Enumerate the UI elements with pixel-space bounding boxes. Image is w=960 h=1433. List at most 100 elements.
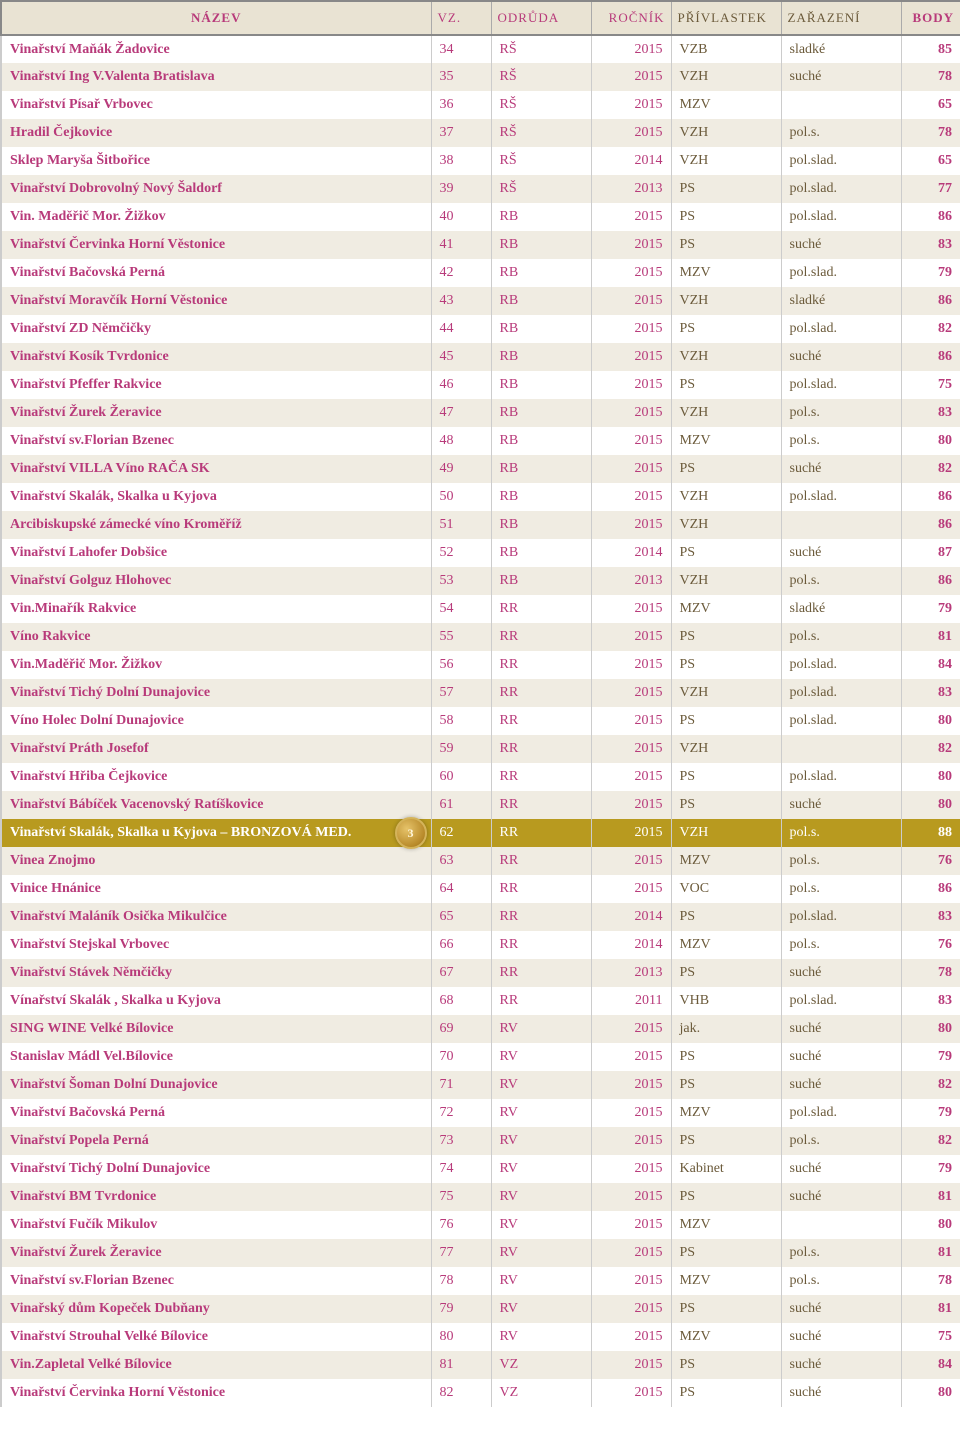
cell-odruda: RB	[491, 483, 591, 511]
cell-vz: 66	[431, 931, 491, 959]
cell-vz: 71	[431, 1071, 491, 1099]
cell-privlastek: PS	[671, 707, 781, 735]
cell-odruda: RB	[491, 259, 591, 287]
cell-rocnik: 2015	[591, 427, 671, 455]
cell-rocnik: 2015	[591, 315, 671, 343]
table-row: Vinařství Tichý Dolní Dunajovice74RV2015…	[1, 1155, 960, 1183]
cell-body: 76	[901, 847, 960, 875]
cell-zarazeni	[781, 1211, 901, 1239]
cell-name: Vinea Znojmo	[1, 847, 431, 875]
cell-privlastek: VZH	[671, 679, 781, 707]
table-row: Vinařství Golguz Hlohovec53RB2013VZHpol.…	[1, 567, 960, 595]
cell-odruda: RV	[491, 1071, 591, 1099]
cell-zarazeni: pol.s.	[781, 623, 901, 651]
cell-rocnik: 2015	[591, 791, 671, 819]
cell-privlastek: VZB	[671, 35, 781, 63]
cell-name: Vin. Maděřič Mor. Žižkov	[1, 203, 431, 231]
cell-privlastek: VHB	[671, 987, 781, 1015]
cell-rocnik: 2015	[591, 1183, 671, 1211]
cell-vz: 70	[431, 1043, 491, 1071]
cell-name: Vin.Zapletal Velké Bílovice	[1, 1351, 431, 1379]
cell-rocnik: 2015	[591, 1295, 671, 1323]
cell-rocnik: 2015	[591, 1043, 671, 1071]
cell-name: Vinařství Žurek Žeravice	[1, 399, 431, 427]
cell-vz: 79	[431, 1295, 491, 1323]
table-row: Vinařství Bačovská Perná42RB2015MZVpol.s…	[1, 259, 960, 287]
cell-name: Vinařství Strouhal Velké Bílovice	[1, 1323, 431, 1351]
cell-zarazeni: suché	[781, 455, 901, 483]
cell-odruda: RB	[491, 539, 591, 567]
cell-zarazeni: pol.slad.	[781, 315, 901, 343]
cell-zarazeni: pol.slad.	[781, 1099, 901, 1127]
cell-rocnik: 2015	[591, 259, 671, 287]
cell-odruda: RŠ	[491, 35, 591, 63]
table-row: Vinařství sv.Florian Bzenec48RB2015MZVpo…	[1, 427, 960, 455]
cell-body: 83	[901, 399, 960, 427]
cell-vz: 46	[431, 371, 491, 399]
cell-body: 75	[901, 1323, 960, 1351]
cell-name: Vinařství Dobrovolný Nový Šaldorf	[1, 175, 431, 203]
cell-odruda: RB	[491, 287, 591, 315]
cell-rocnik: 2014	[591, 931, 671, 959]
cell-name: Vinařství ZD Němčičky	[1, 315, 431, 343]
cell-vz: 34	[431, 35, 491, 63]
cell-zarazeni: pol.s.	[781, 931, 901, 959]
table-row: Vinařství Stávek Němčičky67RR2013PSsuché…	[1, 959, 960, 987]
cell-privlastek: PS	[671, 1295, 781, 1323]
cell-odruda: RB	[491, 231, 591, 259]
table-row: Vinařství Ing V.Valenta Bratislava35RŠ20…	[1, 63, 960, 91]
table-row: Vinařství Pfeffer Rakvice46RB2015PSpol.s…	[1, 371, 960, 399]
table-row: SING WINE Velké Bílovice69RV2015jak.such…	[1, 1015, 960, 1043]
cell-name: Vinařství BM Tvrdonice	[1, 1183, 431, 1211]
cell-odruda: RB	[491, 427, 591, 455]
cell-vz: 44	[431, 315, 491, 343]
cell-rocnik: 2015	[591, 623, 671, 651]
cell-zarazeni	[781, 91, 901, 119]
cell-rocnik: 2014	[591, 539, 671, 567]
table-row: Víno Holec Dolní Dunajovice58RR2015PSpol…	[1, 707, 960, 735]
cell-zarazeni: pol.s.	[781, 875, 901, 903]
cell-zarazeni: suché	[781, 231, 901, 259]
cell-name: Vinařství Tichý Dolní Dunajovice	[1, 679, 431, 707]
table-row: Arcibiskupské zámecké víno Kroměříž51RB2…	[1, 511, 960, 539]
cell-name: Vinařství Práth Josefof	[1, 735, 431, 763]
cell-odruda: RV	[491, 1239, 591, 1267]
cell-body: 83	[901, 903, 960, 931]
cell-odruda: RR	[491, 791, 591, 819]
cell-name: Vinařství Tichý Dolní Dunajovice	[1, 1155, 431, 1183]
cell-rocnik: 2015	[591, 819, 671, 847]
cell-zarazeni: pol.slad.	[781, 763, 901, 791]
cell-body: 79	[901, 1099, 960, 1127]
cell-privlastek: MZV	[671, 91, 781, 119]
cell-body: 78	[901, 1267, 960, 1295]
cell-privlastek: PS	[671, 651, 781, 679]
cell-vz: 47	[431, 399, 491, 427]
cell-zarazeni: pol.slad.	[781, 651, 901, 679]
cell-zarazeni: pol.slad.	[781, 259, 901, 287]
cell-zarazeni: pol.slad.	[781, 707, 901, 735]
cell-odruda: RB	[491, 399, 591, 427]
cell-zarazeni: suché	[781, 1323, 901, 1351]
cell-rocnik: 2013	[591, 959, 671, 987]
cell-rocnik: 2015	[591, 735, 671, 763]
column-header-privlastek: PŘÍVLASTEK	[671, 1, 781, 35]
column-header-body: BODY	[901, 1, 960, 35]
cell-vz: 43	[431, 287, 491, 315]
cell-rocnik: 2014	[591, 903, 671, 931]
cell-body: 77	[901, 175, 960, 203]
cell-name: Vinařství Bačovská Perná	[1, 1099, 431, 1127]
cell-vz: 55	[431, 623, 491, 651]
cell-zarazeni: pol.s.	[781, 1127, 901, 1155]
cell-zarazeni: pol.slad.	[781, 483, 901, 511]
cell-vz: 77	[431, 1239, 491, 1267]
table-row: Vinařství Kosík Tvrdonice45RB2015VZHsuch…	[1, 343, 960, 371]
cell-privlastek: PS	[671, 763, 781, 791]
cell-body: 80	[901, 763, 960, 791]
cell-name: Vinařství Stejskal Vrbovec	[1, 931, 431, 959]
cell-zarazeni: pol.s.	[781, 819, 901, 847]
cell-body: 82	[901, 455, 960, 483]
cell-privlastek: MZV	[671, 1323, 781, 1351]
cell-privlastek: VZH	[671, 399, 781, 427]
cell-zarazeni: suché	[781, 1043, 901, 1071]
cell-privlastek: MZV	[671, 427, 781, 455]
